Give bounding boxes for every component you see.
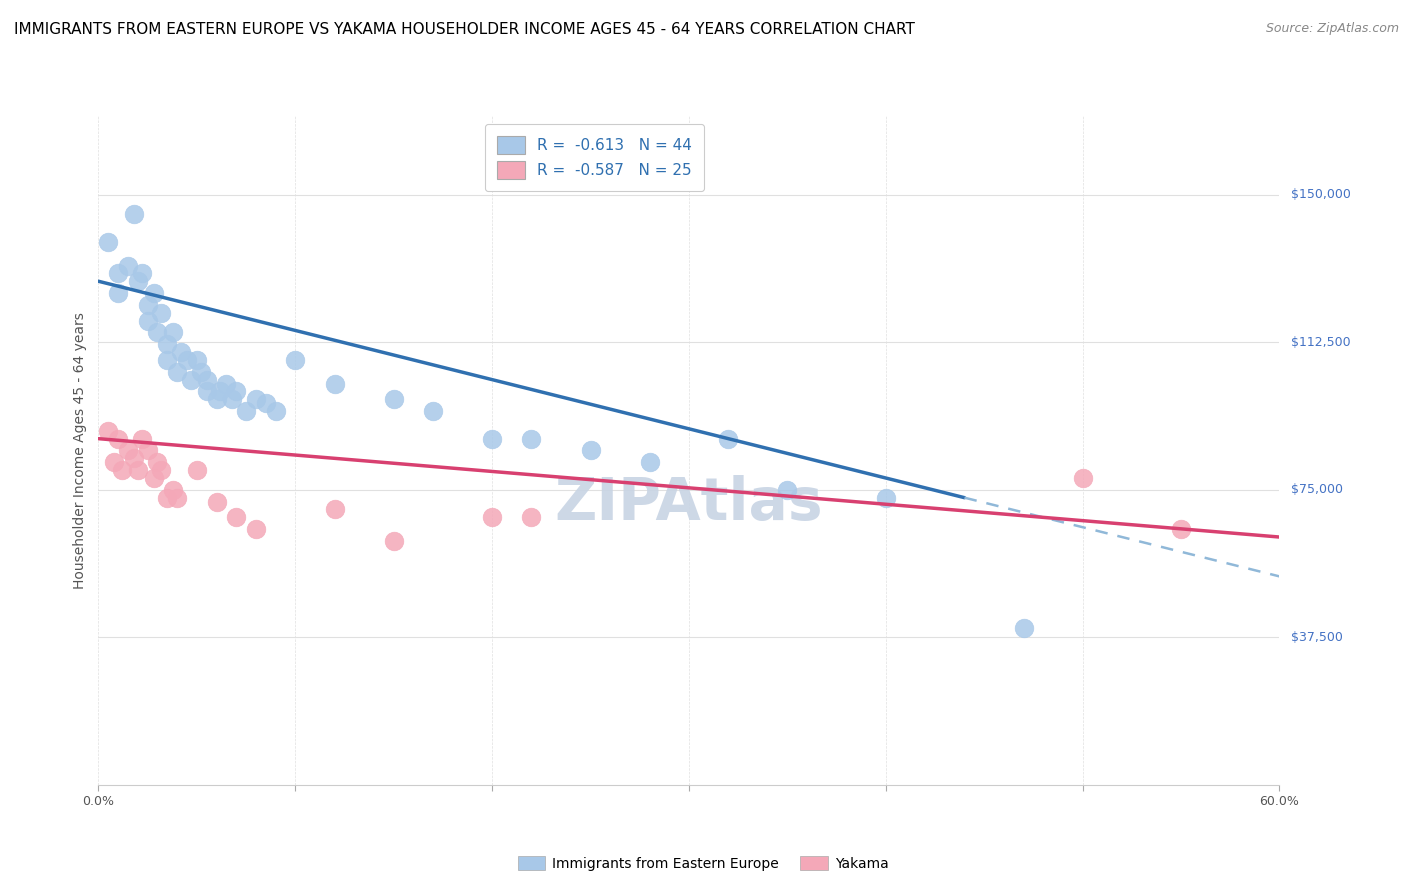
Point: [254, 396, 277, 410]
Point: [245, 392, 267, 407]
Point: [382, 392, 405, 407]
Point: [156, 353, 179, 368]
Legend: R =  -0.613   N = 44, R =  -0.587   N = 25: R = -0.613 N = 44, R = -0.587 N = 25: [485, 124, 704, 192]
Point: [103, 455, 125, 469]
Point: [264, 404, 287, 418]
Point: [225, 384, 247, 399]
Point: [107, 432, 129, 446]
Point: [225, 510, 247, 524]
Text: $37,500: $37,500: [1291, 631, 1343, 644]
Point: [382, 533, 405, 548]
Point: [195, 373, 218, 387]
Point: [323, 502, 346, 516]
Point: [136, 313, 159, 327]
Point: [170, 345, 193, 359]
Point: [1071, 471, 1094, 485]
Point: [209, 384, 232, 399]
Point: [176, 353, 198, 368]
Point: [122, 207, 145, 221]
Point: [520, 510, 543, 524]
Point: [131, 266, 153, 280]
Point: [156, 491, 179, 505]
Text: $75,000: $75,000: [1291, 483, 1343, 496]
Text: Source: ZipAtlas.com: Source: ZipAtlas.com: [1265, 22, 1399, 36]
Point: [136, 298, 159, 312]
Point: [205, 392, 228, 407]
Text: IMMIGRANTS FROM EASTERN EUROPE VS YAKAMA HOUSEHOLDER INCOME AGES 45 - 64 YEARS C: IMMIGRANTS FROM EASTERN EUROPE VS YAKAMA…: [14, 22, 915, 37]
Point: [111, 463, 134, 477]
Point: [180, 373, 202, 387]
Point: [166, 491, 188, 505]
Text: ZIPAtlas: ZIPAtlas: [554, 475, 824, 533]
Point: [186, 463, 208, 477]
Point: [146, 455, 169, 469]
Point: [284, 353, 307, 368]
Point: [1170, 522, 1192, 536]
Point: [150, 306, 173, 320]
Point: [638, 455, 661, 469]
Legend: Immigrants from Eastern Europe, Yakama: Immigrants from Eastern Europe, Yakama: [512, 850, 894, 876]
Point: [150, 463, 173, 477]
Point: [205, 494, 228, 508]
Point: [245, 522, 267, 536]
Point: [520, 432, 543, 446]
Point: [162, 326, 184, 340]
Text: $112,500: $112,500: [1291, 335, 1350, 349]
Point: [107, 286, 129, 301]
Point: [127, 274, 149, 288]
Point: [323, 376, 346, 391]
Point: [579, 443, 602, 458]
Point: [142, 471, 165, 485]
Point: [195, 384, 218, 399]
Point: [117, 443, 139, 458]
Point: [717, 432, 740, 446]
Point: [166, 365, 188, 379]
Point: [422, 404, 444, 418]
Y-axis label: Householder Income Ages 45 - 64 years: Householder Income Ages 45 - 64 years: [73, 312, 87, 589]
Point: [97, 235, 120, 249]
Point: [776, 483, 799, 497]
Point: [875, 491, 897, 505]
Point: [156, 337, 179, 351]
Point: [122, 451, 145, 466]
Point: [215, 376, 238, 391]
Point: [190, 365, 212, 379]
Text: $150,000: $150,000: [1291, 188, 1350, 202]
Point: [136, 443, 159, 458]
Point: [162, 483, 184, 497]
Point: [481, 510, 503, 524]
Point: [97, 424, 120, 438]
Point: [131, 432, 153, 446]
Point: [235, 404, 257, 418]
Point: [221, 392, 243, 407]
Point: [146, 326, 169, 340]
Point: [481, 432, 503, 446]
Point: [117, 259, 139, 273]
Point: [186, 353, 208, 368]
Point: [142, 286, 165, 301]
Point: [1012, 621, 1035, 635]
Point: [127, 463, 149, 477]
Point: [107, 266, 129, 280]
